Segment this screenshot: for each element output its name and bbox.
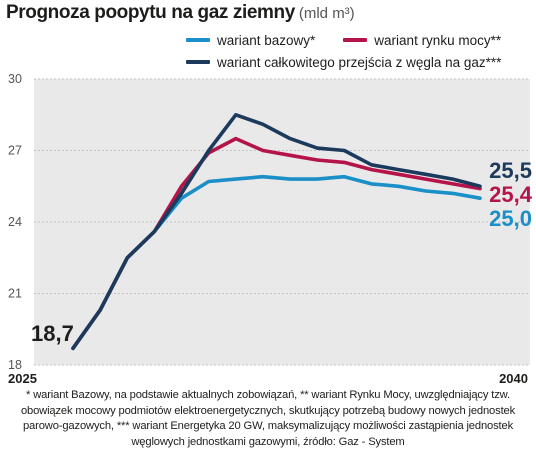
chart-title: Prognoza poopytu na gaz ziemny [6, 2, 295, 23]
annotation-1: 25,5 [489, 158, 532, 183]
legend-row-2: wariant całkowitego przejścia z węgla na… [186, 51, 529, 73]
legend-swatch-base [186, 38, 210, 42]
legend-label-base: wariant bazowy* [217, 32, 316, 48]
legend-label-capacity: wariant rynku mocy** [374, 32, 502, 48]
y-tick-label-27: 27 [8, 144, 22, 158]
footnote: * wariant Bazowy, na podstawie aktualnyc… [20, 389, 516, 448]
y-tick-label-18: 18 [8, 358, 22, 372]
annotation-3: 25,0 [489, 206, 532, 231]
legend-item-capacity: wariant rynku mocy** [343, 33, 501, 48]
legend-label-coal-to-gas: wariant całkowitego przejścia z węgla na… [217, 54, 502, 70]
series-line-2 [71, 113, 482, 351]
legend-swatch-capacity [343, 38, 368, 42]
annotation-2: 25,4 [489, 182, 533, 207]
legend-swatch-coal-to-gas [186, 60, 210, 64]
legend-row-1: wariant bazowy* wariant rynku mocy** [186, 29, 529, 51]
y-tick-label-30: 30 [8, 72, 22, 86]
legend-item-coal-to-gas: wariant całkowitego przejścia z węgla na… [186, 55, 501, 70]
title-row: Prognoza poopytu na gaz ziemny (mld m³) [6, 2, 355, 24]
chart-unit: (mld m³) [298, 5, 355, 22]
x-tick-label-first: 2025 [8, 371, 37, 386]
y-tick-label-21: 21 [8, 287, 22, 301]
y-tick-label-24: 24 [8, 215, 22, 229]
annotation-0: 18,7 [31, 321, 74, 346]
legend-item-base: wariant bazowy* [186, 33, 315, 48]
x-tick-label-last: 2040 [499, 371, 528, 386]
legend: wariant bazowy* wariant rynku mocy** war… [186, 29, 529, 73]
